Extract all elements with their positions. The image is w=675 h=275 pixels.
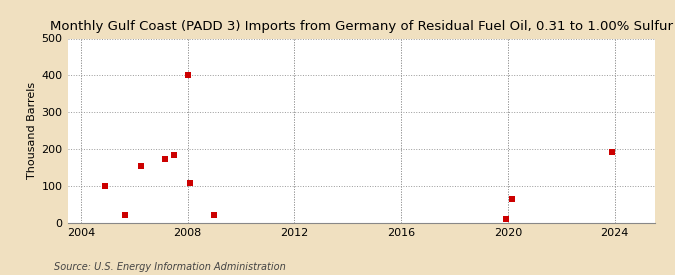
Y-axis label: Thousand Barrels: Thousand Barrels xyxy=(28,82,37,179)
Point xyxy=(500,217,511,221)
Point xyxy=(169,153,180,158)
Point xyxy=(136,164,146,169)
Point xyxy=(182,73,193,78)
Point xyxy=(607,150,618,154)
Point xyxy=(184,180,195,185)
Point xyxy=(100,183,111,188)
Point xyxy=(160,157,171,162)
Title: Monthly Gulf Coast (PADD 3) Imports from Germany of Residual Fuel Oil, 0.31 to 1: Monthly Gulf Coast (PADD 3) Imports from… xyxy=(50,20,672,33)
Point xyxy=(209,213,220,217)
Text: Source: U.S. Energy Information Administration: Source: U.S. Energy Information Administ… xyxy=(54,262,286,272)
Point xyxy=(507,197,518,201)
Point xyxy=(120,213,131,218)
